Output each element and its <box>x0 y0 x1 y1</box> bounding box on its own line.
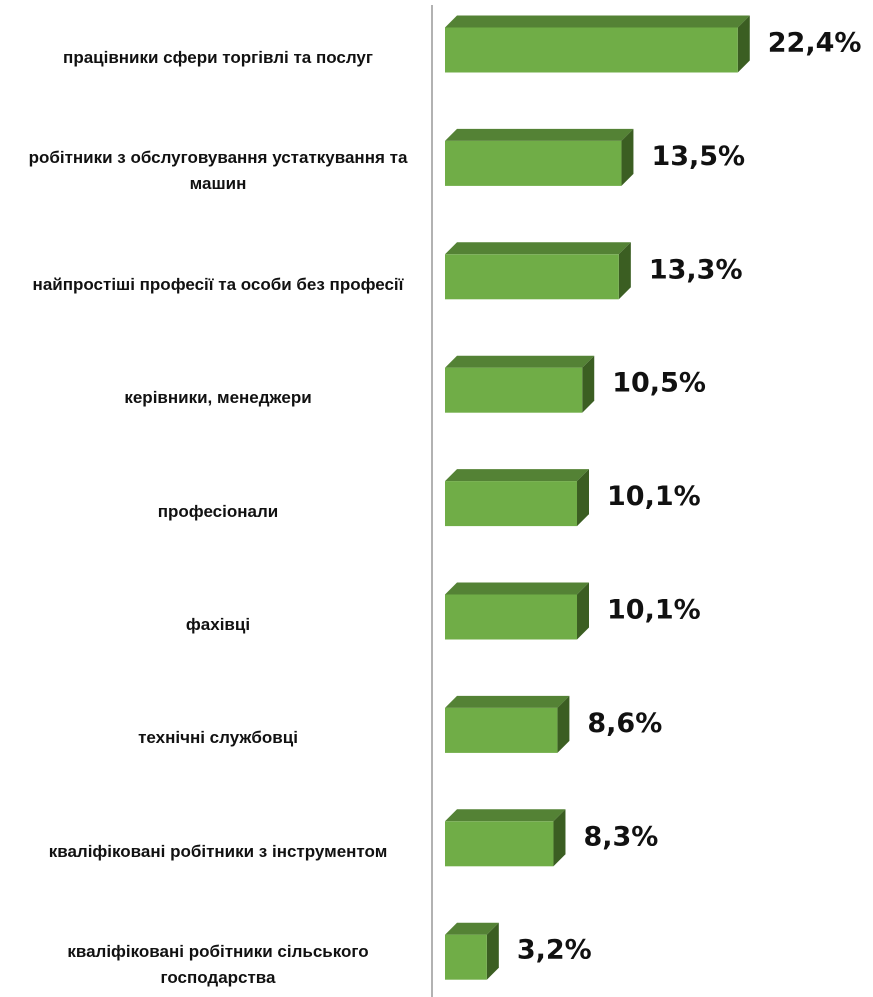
bar-side <box>577 469 590 527</box>
category-label: технічні службовці <box>138 728 298 748</box>
bar <box>445 481 578 527</box>
value-label: 13,3% <box>649 254 743 285</box>
bar <box>445 707 558 753</box>
value-label: 8,6% <box>587 708 662 739</box>
bar <box>445 821 554 867</box>
bar <box>445 594 578 640</box>
bar-side <box>621 128 634 186</box>
bar <box>445 27 738 73</box>
value-label: 22,4% <box>768 28 862 59</box>
bar <box>445 934 487 980</box>
value-label: 8,3% <box>583 821 658 852</box>
category-label: найпростіші професії та особи без профес… <box>32 274 404 294</box>
bar-side <box>557 695 570 753</box>
bar-side <box>737 15 750 73</box>
bar-top <box>445 128 634 141</box>
bar-side <box>582 355 595 413</box>
category-label: професіонали <box>157 501 279 521</box>
category-label: працівники сфери торгівлі та послуг <box>63 48 373 67</box>
bar-top <box>445 469 590 482</box>
bar-side <box>618 242 631 300</box>
bar-top <box>445 809 566 822</box>
bar <box>445 367 583 413</box>
category-label: робітники з обслуговування устаткування … <box>28 148 408 194</box>
category-label: кваліфіковані робітники сільського госпо… <box>67 942 369 988</box>
value-label: 13,5% <box>651 141 745 172</box>
bar-side <box>553 809 566 867</box>
bar-top <box>445 582 590 595</box>
value-label: 10,1% <box>607 481 701 512</box>
bar-top <box>445 242 631 255</box>
bar-side <box>486 922 499 980</box>
value-label: 10,1% <box>607 595 701 626</box>
category-label: керівники, менеджери <box>124 388 312 408</box>
value-label: 3,2% <box>517 935 592 966</box>
bar-side <box>577 582 590 640</box>
bar <box>445 140 622 186</box>
category-label: кваліфіковані робітники з інструментом <box>48 841 388 861</box>
value-label: 10,5% <box>612 368 706 399</box>
bar-top <box>445 695 570 708</box>
bar <box>445 254 619 300</box>
category-label: фахівці <box>185 615 251 634</box>
bar-top <box>445 355 595 368</box>
bar-top <box>445 922 499 935</box>
bar-top <box>445 15 750 28</box>
